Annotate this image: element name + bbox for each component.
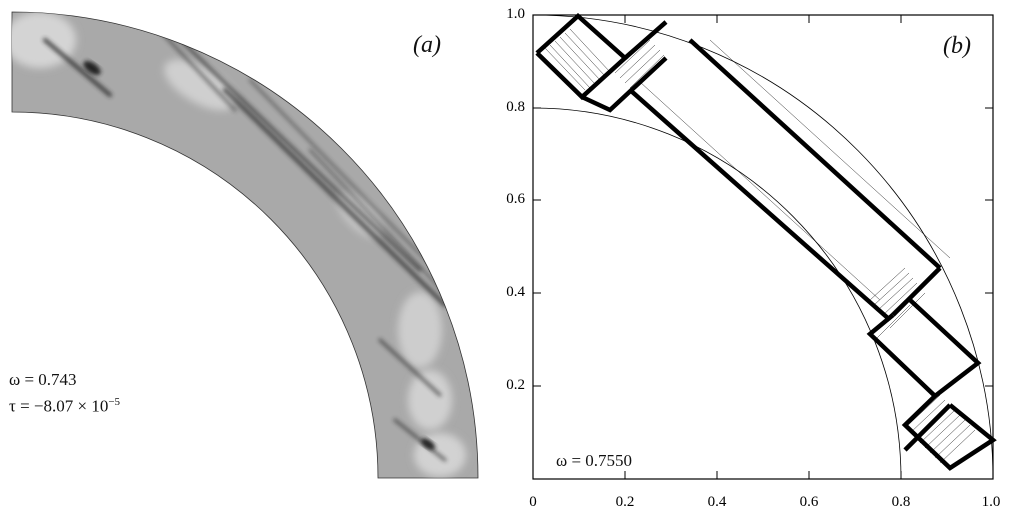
y-tick-label: 0.4 <box>506 284 525 300</box>
panel-a-figure <box>11 11 479 479</box>
omega-value-b: ω = 0.7550 <box>556 451 633 470</box>
tau-prefix: τ = −8.07 × 10 <box>9 396 109 416</box>
y-tick-label: 1.0 <box>506 6 525 22</box>
x-tick-label: 0.2 <box>615 494 635 510</box>
ray-attractor <box>535 12 997 471</box>
plot-frame <box>532 14 994 480</box>
y-tick-label: 0.6 <box>506 191 525 207</box>
omega-value-a: ω = 0.743 <box>9 370 77 389</box>
x-tick-label: 0.6 <box>799 494 819 510</box>
x-tick-label: 0.4 <box>707 494 727 510</box>
y-tick-label: 0.2 <box>506 377 525 393</box>
tau-value-a: τ = −8.07 × 10−5 <box>9 396 120 417</box>
panel-b-figure <box>532 12 997 480</box>
ray-hatching <box>544 28 976 464</box>
y-tick-label: 0.8 <box>506 99 525 115</box>
x-tick-label: 0 <box>529 494 537 510</box>
x-tick-label: 1.0 <box>981 494 1001 510</box>
inner-boundary <box>532 107 902 480</box>
x-tick-label: 0.8 <box>891 494 911 510</box>
outer-boundary <box>532 14 994 480</box>
panel-b-label: (b) <box>943 33 971 59</box>
tau-exponent: −5 <box>108 396 121 408</box>
panel-a-label: (a) <box>413 32 441 58</box>
annulus-region <box>11 11 479 479</box>
